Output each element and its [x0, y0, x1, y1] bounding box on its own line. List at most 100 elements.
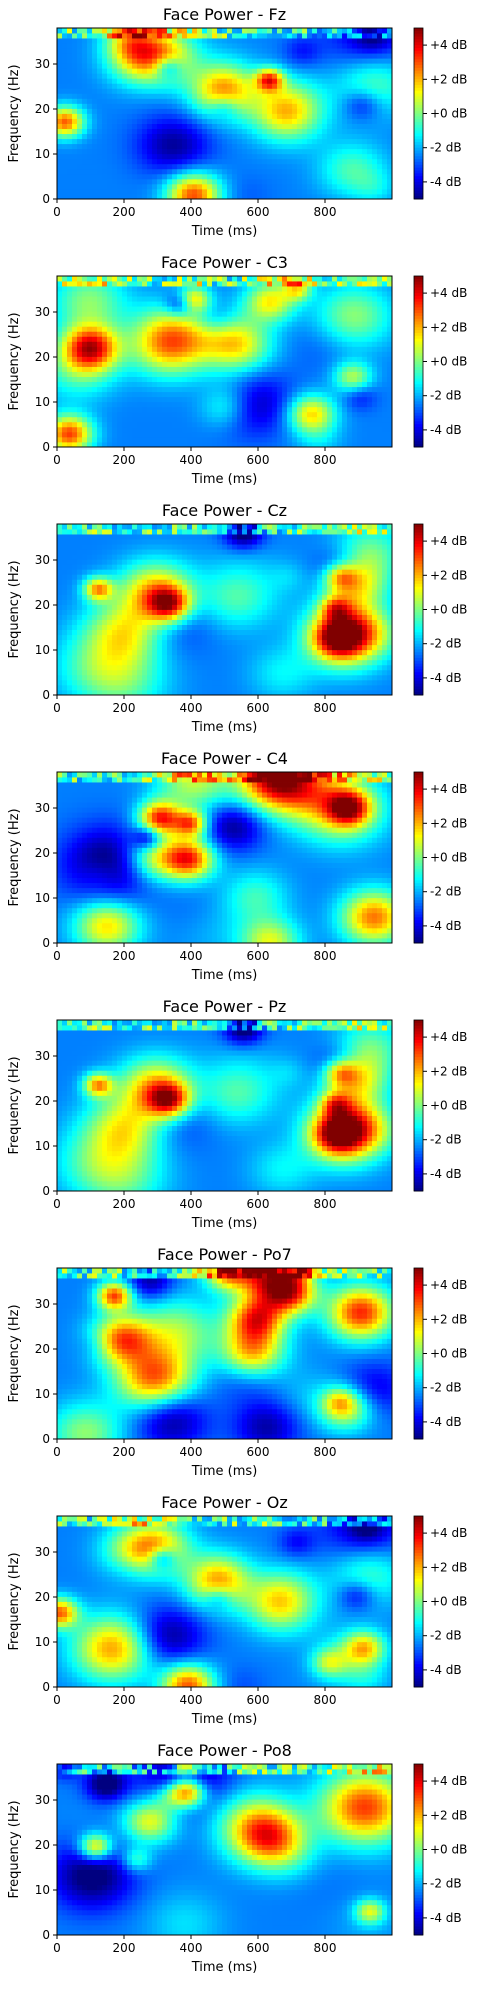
heatmap-cell [177, 396, 183, 403]
heatmap-cell [282, 341, 288, 347]
heatmap-cell [302, 98, 308, 104]
heatmap-cell [92, 421, 98, 428]
heatmap-cell [207, 411, 213, 418]
heatmap-cell [202, 178, 208, 185]
heatmap-cell [307, 148, 313, 155]
heatmap-cell [357, 396, 363, 403]
heatmap-cell [262, 88, 268, 94]
heatmap-cell [87, 43, 93, 49]
heatmap-cell [232, 123, 238, 129]
heatmap-cell [67, 311, 73, 317]
heatmap-cell [72, 168, 78, 175]
heatmap-cell [347, 143, 353, 150]
heatmap-cell [217, 426, 223, 433]
colorbar-segment [414, 65, 423, 69]
heatmap-cell [367, 93, 373, 99]
heatmap-cell [272, 88, 278, 94]
heatmap-cell [327, 431, 333, 438]
heatmap-cell [102, 33, 108, 39]
heatmap-cell [327, 138, 333, 145]
heatmap-cell [317, 684, 323, 691]
heatmap-cell [332, 371, 338, 377]
heatmap-cell [242, 286, 248, 292]
heatmap-cell [307, 376, 313, 383]
heatmap-cell [152, 123, 158, 129]
heatmap-cell [252, 28, 258, 34]
heatmap-cell [67, 153, 73, 160]
heatmap-cell [287, 83, 293, 89]
heatmap-cell [57, 376, 63, 383]
heatmap-cell [177, 386, 183, 393]
heatmap-cell [327, 689, 333, 696]
heatmap-cell [372, 426, 378, 433]
heatmap-cell [167, 689, 173, 696]
heatmap-cell [287, 401, 293, 408]
heatmap-cell [297, 336, 303, 342]
heatmap-cell [357, 679, 363, 686]
heatmap-cell [317, 158, 323, 165]
heatmap-cell [197, 173, 203, 180]
heatmap-cell [127, 43, 133, 49]
heatmap-cell [112, 58, 118, 64]
heatmap-cell [157, 411, 163, 418]
heatmap-cell [267, 148, 273, 155]
heatmap-cell [387, 113, 393, 119]
heatmap-cell [297, 83, 303, 89]
heatmap-cell [332, 193, 338, 200]
heatmap-cell [82, 153, 88, 160]
heatmap-cell [117, 168, 123, 175]
heatmap-cell [67, 301, 73, 307]
heatmap-cell [172, 103, 178, 109]
heatmap-cell [182, 38, 188, 44]
heatmap-cell [122, 301, 128, 307]
heatmap-cell [302, 431, 308, 438]
heatmap-cell [87, 168, 93, 175]
heatmap-cell [142, 371, 148, 377]
heatmap-cell [152, 138, 158, 145]
heatmap-cell [57, 88, 63, 94]
heatmap-cell [232, 396, 238, 403]
heatmap-cell [147, 361, 153, 367]
heatmap-cell [57, 381, 63, 388]
heatmap-cell [67, 138, 73, 145]
heatmap-cell [307, 306, 313, 312]
heatmap-cell [182, 58, 188, 64]
heatmap-cell [57, 679, 63, 686]
heatmap-cell [182, 296, 188, 302]
heatmap-cell [302, 108, 308, 114]
heatmap-cell [322, 158, 328, 165]
heatmap-cell [242, 158, 248, 165]
heatmap-cell [202, 281, 208, 287]
heatmap-cell [67, 163, 73, 170]
colorbar-segment [414, 352, 423, 357]
heatmap-cell [232, 436, 238, 443]
heatmap-cell [292, 68, 298, 74]
heatmap-cell [297, 679, 303, 686]
heatmap-cell [292, 426, 298, 433]
heatmap-cell [72, 33, 78, 39]
heatmap-cell [127, 679, 133, 686]
heatmap-cell [127, 58, 133, 64]
heatmap-cell [177, 63, 183, 69]
heatmap-cell [82, 33, 88, 39]
heatmap-cell [372, 188, 378, 195]
heatmap-cell [267, 113, 273, 119]
heatmap-cell [377, 108, 383, 114]
heatmap-cell [367, 436, 373, 443]
heatmap-cell [167, 391, 173, 398]
heatmap-cell [347, 436, 353, 443]
heatmap-cell [232, 361, 238, 367]
heatmap-cell [217, 103, 223, 109]
heatmap-cell [202, 108, 208, 114]
heatmap-cell [367, 281, 373, 287]
heatmap-cell [382, 33, 388, 39]
heatmap-cell [192, 391, 198, 398]
heatmap-cell [127, 128, 133, 135]
heatmap-cell [232, 366, 238, 372]
heatmap-cell [357, 43, 363, 49]
heatmap-cell [282, 311, 288, 317]
heatmap-cell [362, 113, 368, 119]
heatmap-cell [347, 421, 353, 428]
heatmap-cell [342, 386, 348, 393]
heatmap-cell [267, 128, 273, 135]
